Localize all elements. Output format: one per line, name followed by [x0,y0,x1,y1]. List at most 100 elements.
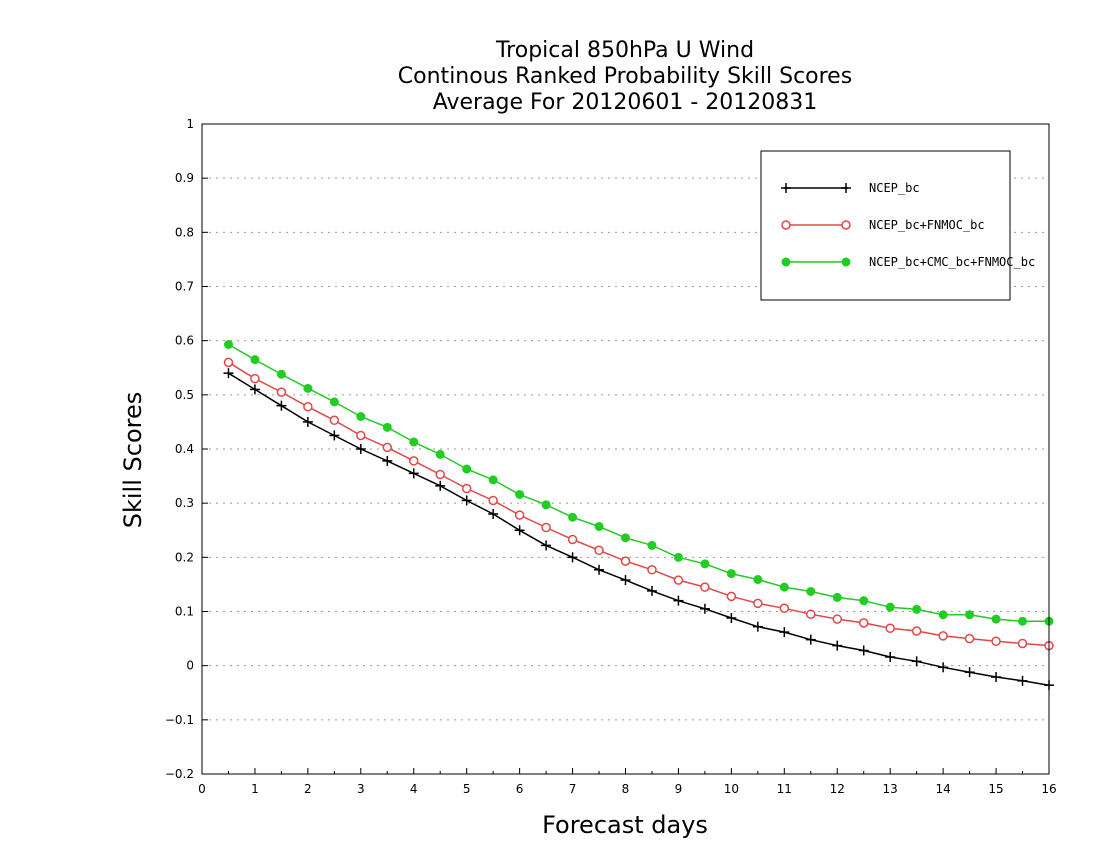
data-point-0-29 [991,672,1002,683]
data-point-2-16 [647,540,657,550]
data-point-2-30 [1018,616,1028,626]
data-point-1-25 [885,623,895,634]
x-tick-label-0: 0 [198,782,206,796]
series-line-2 [228,343,1049,623]
data-point-2-15 [621,533,630,543]
data-point-0-12 [541,540,552,551]
data-point-0-25 [885,652,896,662]
data-point-2-9 [462,464,472,474]
y-tick-label-5: 0.3 [175,496,194,510]
title-line-1: Tropical 850hPa U Wind [495,38,754,63]
legend-marker-start-2 [781,257,791,267]
data-point-0-11 [514,525,525,536]
data-point-0-7 [408,468,419,479]
y-tick-label-6: 0.4 [175,442,194,456]
data-point-2-0 [223,339,233,349]
data-point-2-18 [700,559,710,569]
data-point-1-17 [673,575,684,585]
y-tick-label-9: 0.7 [175,280,194,294]
legend-entry-1: NCEP_bc+FNMOC_bc [781,218,985,232]
data-point-2-12 [541,500,551,510]
data-point-1-24 [858,618,869,628]
data-point-2-28 [965,610,975,620]
data-point-2-6 [382,422,392,432]
data-point-0-1 [249,384,260,395]
x-axis-label: Forecast days [542,811,708,839]
data-point-1-22 [806,609,816,619]
x-tick-label-16: 16 [1041,782,1056,796]
data-point-1-11 [514,510,525,520]
data-point-2-29 [991,614,1001,624]
data-point-0-21 [779,627,790,638]
legend-marker-start-0 [781,183,791,193]
x-tick-label-4: 4 [410,782,418,796]
data-point-2-2 [276,369,286,379]
x-tick-label-3: 3 [357,782,365,796]
data-point-1-15 [620,556,631,566]
data-point-1-5 [356,430,366,441]
data-point-0-9 [461,495,472,506]
legend-label-2: NCEP_bc+CMC_bc+FNMOC_bc [869,255,1035,269]
y-tick-label-10: 0.8 [175,225,194,239]
x-tick-label-8: 8 [622,782,630,796]
title-line-3: Average For 20120601 - 20120831 [433,90,818,115]
data-point-1-28 [964,633,975,644]
data-point-2-20 [753,575,763,585]
data-point-1-16 [647,565,657,575]
x-tick-label-1: 1 [251,782,259,796]
data-point-2-1 [250,355,260,365]
data-point-0-18 [699,603,710,614]
data-point-0-17 [673,595,684,606]
y-tick-label-1: −0.1 [165,713,194,727]
data-point-2-7 [409,437,419,447]
legend-label-0: NCEP_bc [869,181,920,195]
title-line-2: Continous Ranked Probability Skill Score… [398,64,852,89]
data-point-2-19 [726,569,736,579]
legend-marker-end-1 [841,220,851,230]
data-point-2-8 [435,449,445,459]
data-point-1-1 [250,373,260,384]
data-point-2-24 [859,596,869,606]
series-line-1 [228,361,1050,647]
data-point-1-0 [223,357,234,368]
data-point-1-8 [435,469,445,480]
series-lines [223,339,1054,691]
data-point-1-7 [409,456,419,466]
data-point-1-27 [938,631,948,641]
x-tick-label-5: 5 [463,782,471,796]
data-point-0-24 [858,645,869,656]
y-tick-label-12: 1 [186,117,194,131]
data-point-1-19 [726,591,737,602]
data-point-1-2 [276,387,287,397]
data-point-2-5 [356,412,366,421]
data-point-0-6 [382,455,393,466]
data-point-2-10 [488,475,498,485]
x-tick-label-12: 12 [830,782,845,796]
data-point-2-14 [594,521,604,531]
data-point-0-30 [1017,675,1028,686]
data-point-0-10 [488,509,499,519]
data-point-2-13 [568,512,578,522]
x-tick-label-11: 11 [777,782,792,796]
legend: NCEP_bc NCEP_bc+FNMOC_bc NCEP_bc+CMC_bc+FN… [760,150,1035,301]
x-tick-label-2: 2 [304,782,312,796]
x-tick-label-15: 15 [988,782,1003,796]
data-point-0-26 [911,656,922,667]
data-point-0-8 [435,480,446,491]
data-point-0-5 [355,444,366,454]
legend-marker-start-1 [781,220,791,230]
series-1 [223,357,1054,651]
data-point-1-6 [382,442,393,453]
y-tick-label-11: 0.9 [175,171,194,185]
data-point-2-3 [303,383,313,393]
data-point-1-12 [541,522,551,533]
data-point-0-0 [223,368,234,379]
data-point-2-23 [832,592,842,602]
series-line-0 [228,372,1050,686]
data-point-1-13 [567,534,578,545]
y-tick-label-8: 0.6 [175,334,194,348]
x-tick-label-6: 6 [516,782,524,796]
legend-marker-end-2 [841,257,851,267]
